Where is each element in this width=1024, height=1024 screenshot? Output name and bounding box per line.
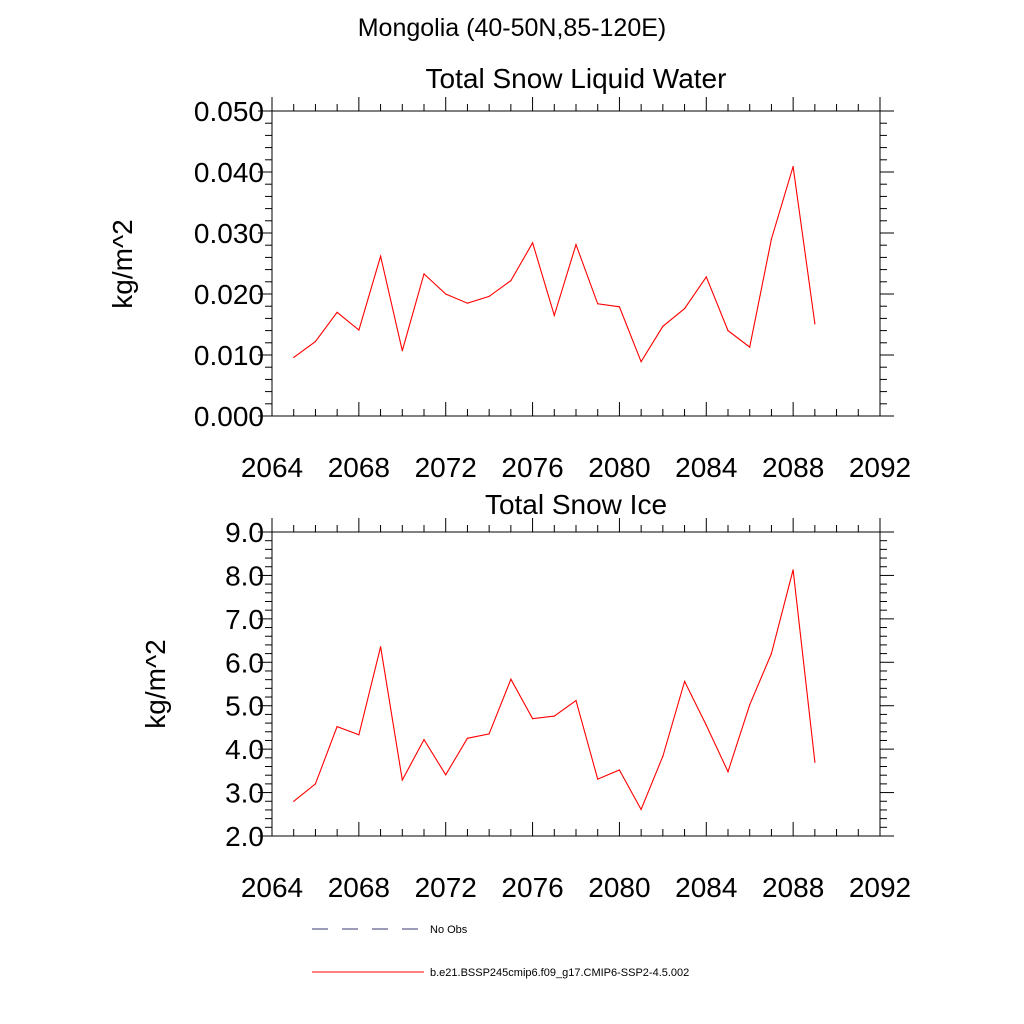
data-point	[510, 678, 512, 680]
y-tick-label: 0.050	[194, 96, 264, 127]
data-point	[684, 308, 686, 310]
data-point	[401, 350, 403, 352]
data-point	[662, 755, 664, 757]
data-point	[597, 778, 599, 780]
data-point	[662, 325, 664, 327]
data-point	[749, 704, 751, 706]
data-point	[466, 737, 468, 739]
data-point	[727, 330, 729, 332]
data-point	[727, 771, 729, 773]
figure-supertitle: Mongolia (40-50N,85-120E)	[357, 14, 667, 42]
data-point	[293, 800, 295, 802]
x-tick-label: 2072	[415, 452, 477, 483]
data-point	[358, 329, 360, 331]
data-point	[532, 718, 534, 720]
data-point	[445, 293, 447, 295]
y-tick-label: 0.040	[194, 157, 264, 188]
data-point	[705, 276, 707, 278]
data-point	[466, 302, 468, 304]
data-point	[314, 783, 316, 785]
data-point	[380, 646, 382, 648]
y-tick-label: 4.0	[225, 734, 264, 765]
data-point	[423, 273, 425, 275]
y-tick-label: 0.030	[194, 218, 264, 249]
data-point	[640, 808, 642, 811]
x-tick-label: 2080	[588, 872, 650, 903]
data-point	[423, 739, 425, 741]
series-line	[293, 166, 816, 363]
data-point	[814, 761, 816, 763]
y-tick-label: 9.0	[225, 517, 264, 548]
x-tick-label: 2080	[588, 452, 650, 483]
y-tick-label: 7.0	[225, 604, 264, 635]
data-point	[618, 306, 621, 308]
x-tick-label: 2088	[762, 872, 824, 903]
x-tick-label: 2088	[762, 452, 824, 483]
data-point	[792, 569, 794, 571]
y-tick-label: 6.0	[225, 647, 264, 678]
x-tick-label: 2076	[501, 872, 563, 903]
data-point	[792, 165, 794, 168]
data-point	[618, 769, 621, 771]
data-point	[770, 653, 773, 655]
plot-frame	[271, 531, 881, 837]
data-point	[553, 314, 555, 316]
y-tick-label: 3.0	[225, 778, 264, 809]
chart-title: Total Snow Ice	[485, 489, 667, 520]
data-point	[553, 715, 555, 717]
x-tick-label: 2064	[241, 452, 303, 483]
data-point	[336, 726, 338, 728]
x-tick-label: 2076	[501, 452, 563, 483]
data-point	[445, 774, 447, 776]
legend-label: No Obs	[430, 924, 468, 936]
data-point	[575, 244, 577, 246]
x-tick-label: 2084	[675, 872, 737, 903]
data-point	[705, 724, 707, 726]
y-axis-label: kg/m^2	[140, 639, 171, 728]
chart-title: Total Snow Liquid Water	[426, 63, 727, 94]
data-point	[749, 346, 751, 348]
chart-panel-snow-liquid-water: Total Snow Liquid Water kg/m^2 2064 2068 207…	[107, 63, 911, 483]
chart-legend: No Obs b.e21.BSSP245cmip6.f09_g17.CMIP6-S…	[312, 924, 689, 979]
y-tick-label: 0.010	[194, 340, 264, 371]
y-tick-label: 0.000	[194, 401, 264, 432]
data-point	[314, 341, 316, 343]
data-point	[358, 734, 360, 736]
data-point	[814, 323, 816, 325]
data-point	[293, 356, 295, 358]
data-point	[532, 242, 534, 244]
y-tick-label: 2.0	[225, 821, 264, 852]
y-tick-label: 5.0	[225, 691, 264, 722]
series-line	[293, 569, 816, 811]
data-point	[401, 779, 403, 781]
data-point	[336, 311, 338, 313]
x-tick-label: 2092	[849, 452, 911, 483]
data-point	[770, 238, 773, 240]
data-point	[488, 733, 490, 735]
data-point	[684, 680, 686, 683]
chart-panel-snow-ice: Total Snow Ice kg/m^2 2064 2068 2072 2076 2080…	[140, 489, 911, 903]
x-tick-label: 2068	[328, 452, 390, 483]
data-point	[510, 280, 512, 282]
legend-label: b.e21.BSSP245cmip6.f09_g17.CMIP6-SSP2-4.…	[430, 967, 689, 979]
data-point	[488, 295, 490, 297]
plot-frame	[271, 110, 881, 417]
x-tick-label: 2072	[415, 872, 477, 903]
data-point	[380, 255, 382, 257]
x-tick-label: 2092	[849, 872, 911, 903]
y-tick-label: 8.0	[225, 560, 264, 591]
data-point	[575, 699, 577, 702]
x-tick-label: 2064	[241, 872, 303, 903]
x-tick-label: 2084	[675, 452, 737, 483]
x-tick-label: 2068	[328, 872, 390, 903]
data-point	[597, 303, 599, 305]
data-point	[640, 361, 642, 363]
y-axis-label: kg/m^2	[107, 219, 138, 308]
y-tick-label: 0.020	[194, 279, 264, 310]
